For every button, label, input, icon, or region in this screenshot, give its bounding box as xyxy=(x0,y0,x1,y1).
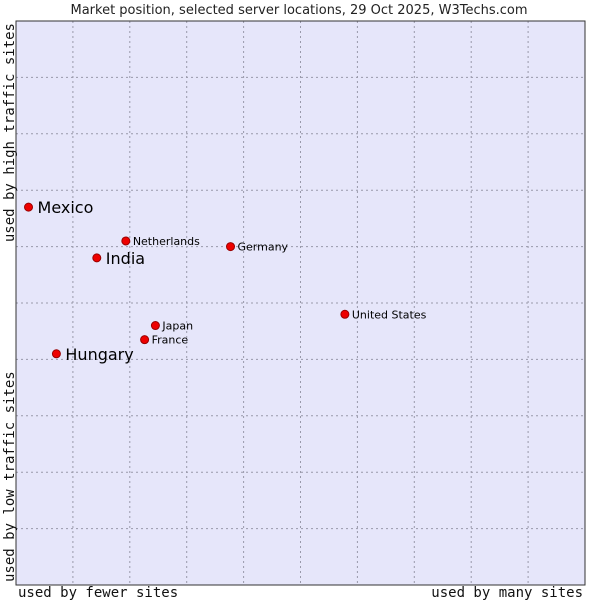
point-marker-united-states xyxy=(340,309,350,319)
point-label-india: India xyxy=(106,249,145,268)
point-label-hungary: Hungary xyxy=(65,345,133,364)
point-mexico: Mexico xyxy=(24,198,94,217)
point-germany: Germany xyxy=(226,241,289,254)
point-label-united-states: United States xyxy=(352,308,427,321)
point-label-germany: Germany xyxy=(238,241,289,254)
chart-title: Market position, selected server locatio… xyxy=(70,3,527,18)
point-japan: Japan xyxy=(150,320,193,333)
point-marker-france xyxy=(140,335,150,345)
point-marker-hungary xyxy=(51,349,61,359)
point-label-netherlands: Netherlands xyxy=(133,235,200,248)
point-hungary: Hungary xyxy=(51,345,134,364)
point-label-mexico: Mexico xyxy=(38,198,94,217)
point-marker-japan xyxy=(150,321,160,331)
point-label-france: France xyxy=(152,334,189,347)
y-axis-label-top: used by high traffic sites xyxy=(2,23,18,242)
point-marker-mexico xyxy=(24,202,34,212)
point-marker-germany xyxy=(226,242,236,252)
point-united-states: United States xyxy=(340,308,427,321)
x-axis-label-left: used by fewer sites xyxy=(18,585,178,600)
x-axis-label-right: used by many sites xyxy=(431,585,583,600)
plot-frame xyxy=(15,20,586,586)
point-marker-netherlands xyxy=(121,236,131,246)
point-label-japan: Japan xyxy=(161,320,193,333)
point-france: France xyxy=(140,334,189,347)
point-netherlands: Netherlands xyxy=(121,235,200,248)
point-india: India xyxy=(92,249,145,268)
point-marker-india xyxy=(92,253,102,263)
grid-lines xyxy=(16,21,585,585)
y-axis-label-bottom: used by low traffic sites xyxy=(2,371,18,582)
